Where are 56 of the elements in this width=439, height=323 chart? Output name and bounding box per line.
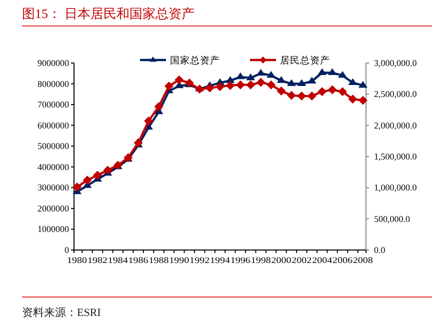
y2-tick-label: 1,500,000.0 bbox=[374, 152, 418, 162]
point bbox=[82, 176, 92, 185]
point bbox=[236, 80, 245, 90]
point bbox=[174, 75, 184, 84]
y2-tick-label: 2,000,000.0 bbox=[374, 120, 418, 130]
point bbox=[338, 70, 348, 78]
point bbox=[297, 79, 306, 86]
y-tick-label: 2000000 bbox=[38, 203, 70, 214]
point bbox=[328, 68, 337, 76]
point bbox=[307, 92, 316, 101]
y2-tick-label: 500,000.0 bbox=[374, 214, 410, 224]
y2-tick-label: 0.0 bbox=[374, 245, 386, 255]
y-tick-label: 5000000 bbox=[38, 141, 70, 152]
point bbox=[72, 182, 82, 192]
point bbox=[358, 80, 368, 88]
y-tick-label: 3000000 bbox=[38, 182, 70, 193]
point bbox=[348, 78, 358, 85]
point bbox=[286, 90, 296, 100]
point bbox=[266, 80, 276, 90]
point bbox=[276, 86, 286, 96]
point bbox=[358, 96, 368, 105]
point bbox=[205, 83, 214, 92]
y2-tick-label: 2,500,000.0 bbox=[374, 89, 418, 100]
point bbox=[216, 82, 224, 92]
point bbox=[256, 78, 266, 87]
y-tick-label: 0 bbox=[64, 245, 70, 255]
point bbox=[266, 70, 276, 78]
point bbox=[338, 87, 348, 96]
point bbox=[286, 79, 296, 86]
y2-tick-label: 3,000,000.0 bbox=[374, 58, 418, 68]
point bbox=[195, 84, 204, 94]
point bbox=[164, 82, 174, 91]
point bbox=[226, 80, 235, 90]
point bbox=[246, 73, 256, 80]
y-tick-label: 4000000 bbox=[38, 162, 70, 172]
annotation: 资料来源：ESRI bbox=[22, 307, 101, 319]
y-tick-label: 1000000 bbox=[38, 224, 70, 234]
y-tick-label: 7000000 bbox=[38, 100, 70, 110]
point bbox=[318, 87, 327, 96]
point bbox=[328, 85, 337, 94]
y-tick-label: 8000000 bbox=[38, 78, 70, 89]
title: 图15： 日本居民和国家总资产 bbox=[22, 6, 194, 21]
point bbox=[103, 166, 112, 175]
point bbox=[348, 94, 358, 104]
point bbox=[318, 68, 327, 76]
point bbox=[246, 80, 256, 90]
point bbox=[134, 138, 143, 148]
y-tick-label: 6000000 bbox=[38, 120, 70, 130]
y2-tick-label: 1,000,000.0 bbox=[374, 182, 418, 193]
point bbox=[92, 170, 102, 180]
point bbox=[297, 92, 306, 101]
point bbox=[144, 116, 154, 126]
point bbox=[276, 76, 286, 83]
point bbox=[154, 102, 164, 112]
point bbox=[307, 76, 316, 84]
y-tick-label: 9000000 bbox=[38, 58, 70, 68]
